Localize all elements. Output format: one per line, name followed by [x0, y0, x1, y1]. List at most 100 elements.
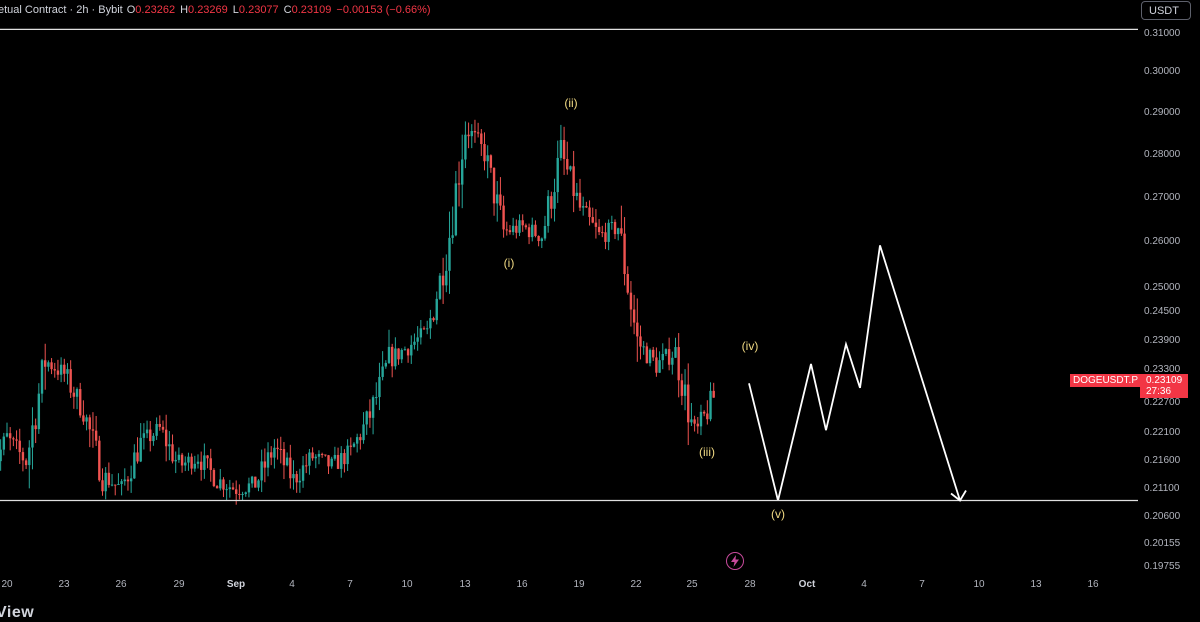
ohlc-value: 0.23269 [188, 4, 228, 16]
candle [451, 206, 454, 244]
candle [531, 217, 534, 242]
candle [648, 348, 652, 367]
candle [145, 420, 149, 439]
time-tick-label: 19 [573, 579, 585, 590]
time-tick-label: Oct [798, 579, 816, 590]
candle [324, 454, 327, 457]
candle [534, 220, 537, 238]
candle [37, 383, 41, 434]
candle [696, 417, 699, 434]
candle [317, 450, 321, 465]
candle [569, 165, 572, 172]
candle [225, 484, 228, 501]
candle [375, 382, 378, 405]
symbol-header: etual Contract · 2h · Bybit O0.23262 H0.2… [0, 0, 431, 20]
candle [527, 223, 531, 245]
wave-label: (i) [503, 256, 515, 270]
ohlc-item: O0.23262 [127, 4, 175, 16]
candle [461, 134, 464, 209]
ohlc-key: O [126, 4, 136, 16]
candle [502, 195, 505, 238]
candle [69, 360, 72, 398]
candle [212, 468, 216, 488]
candle [101, 468, 104, 496]
candle [709, 382, 712, 422]
candle [604, 222, 607, 250]
time-tick-label: 7 [919, 579, 925, 590]
candle [496, 181, 499, 222]
candle [308, 448, 311, 475]
candle [63, 358, 66, 382]
price-tick-label: 0.23900 [1144, 335, 1181, 346]
candle [184, 456, 187, 472]
candle [702, 410, 706, 417]
candle [8, 427, 12, 451]
candle [639, 325, 642, 360]
time-tick-label: 26 [115, 579, 127, 590]
candle [104, 467, 107, 500]
candle [120, 478, 123, 496]
candle [305, 453, 308, 474]
time-tick-label: 23 [58, 579, 70, 590]
elliott-wave-projection[interactable] [748, 245, 961, 501]
candle [355, 433, 359, 453]
candle [687, 363, 690, 446]
candle [155, 417, 158, 440]
candle [524, 223, 528, 230]
candle [346, 439, 349, 471]
price-tick-label: 0.24500 [1144, 306, 1181, 317]
candle [110, 474, 114, 487]
candle [384, 360, 388, 369]
candle [429, 309, 432, 339]
currency-button[interactable]: USDT [1141, 1, 1191, 20]
price-tick-label: 0.20600 [1144, 511, 1181, 522]
candle [658, 351, 661, 373]
candle [445, 254, 448, 293]
candle [585, 201, 588, 208]
flash-icon[interactable] [726, 552, 744, 570]
candle [601, 225, 604, 238]
wave-label: (v) [771, 507, 785, 521]
price-tick-label: 0.21600 [1144, 455, 1181, 466]
candle [394, 337, 397, 370]
candle [489, 154, 493, 173]
candle [591, 207, 594, 224]
candle [699, 404, 703, 436]
candle [133, 444, 136, 479]
candle [432, 316, 435, 322]
symbol-title: etual Contract · 2h · Bybit [0, 4, 123, 16]
candle [311, 447, 314, 461]
candle [247, 477, 251, 498]
candle [683, 369, 687, 411]
candle [190, 453, 193, 475]
candle [85, 414, 88, 431]
time-tick-label: 16 [1087, 579, 1099, 590]
candle [671, 351, 674, 375]
time-tick-label: 10 [401, 579, 413, 590]
candle [72, 386, 76, 409]
candle [546, 190, 550, 233]
candle [645, 342, 649, 364]
candle [537, 235, 540, 247]
candle [467, 122, 470, 149]
symbol-price-tag: DOGEUSDT.P [1070, 374, 1142, 387]
candle [381, 351, 384, 381]
candle [365, 410, 368, 435]
candle [607, 219, 610, 251]
candle [15, 430, 18, 450]
candle [59, 357, 63, 383]
candle [222, 477, 225, 498]
candle [594, 209, 598, 239]
ohlc-item: H0.23269 [180, 4, 228, 16]
candle [50, 358, 53, 375]
candle [505, 221, 508, 236]
candle [470, 124, 473, 149]
candle [359, 433, 362, 450]
candle [276, 438, 279, 460]
candle [626, 266, 629, 295]
candle [34, 418, 37, 444]
candle [476, 122, 480, 138]
time-tick-label: 10 [973, 579, 985, 590]
candle [448, 211, 451, 294]
